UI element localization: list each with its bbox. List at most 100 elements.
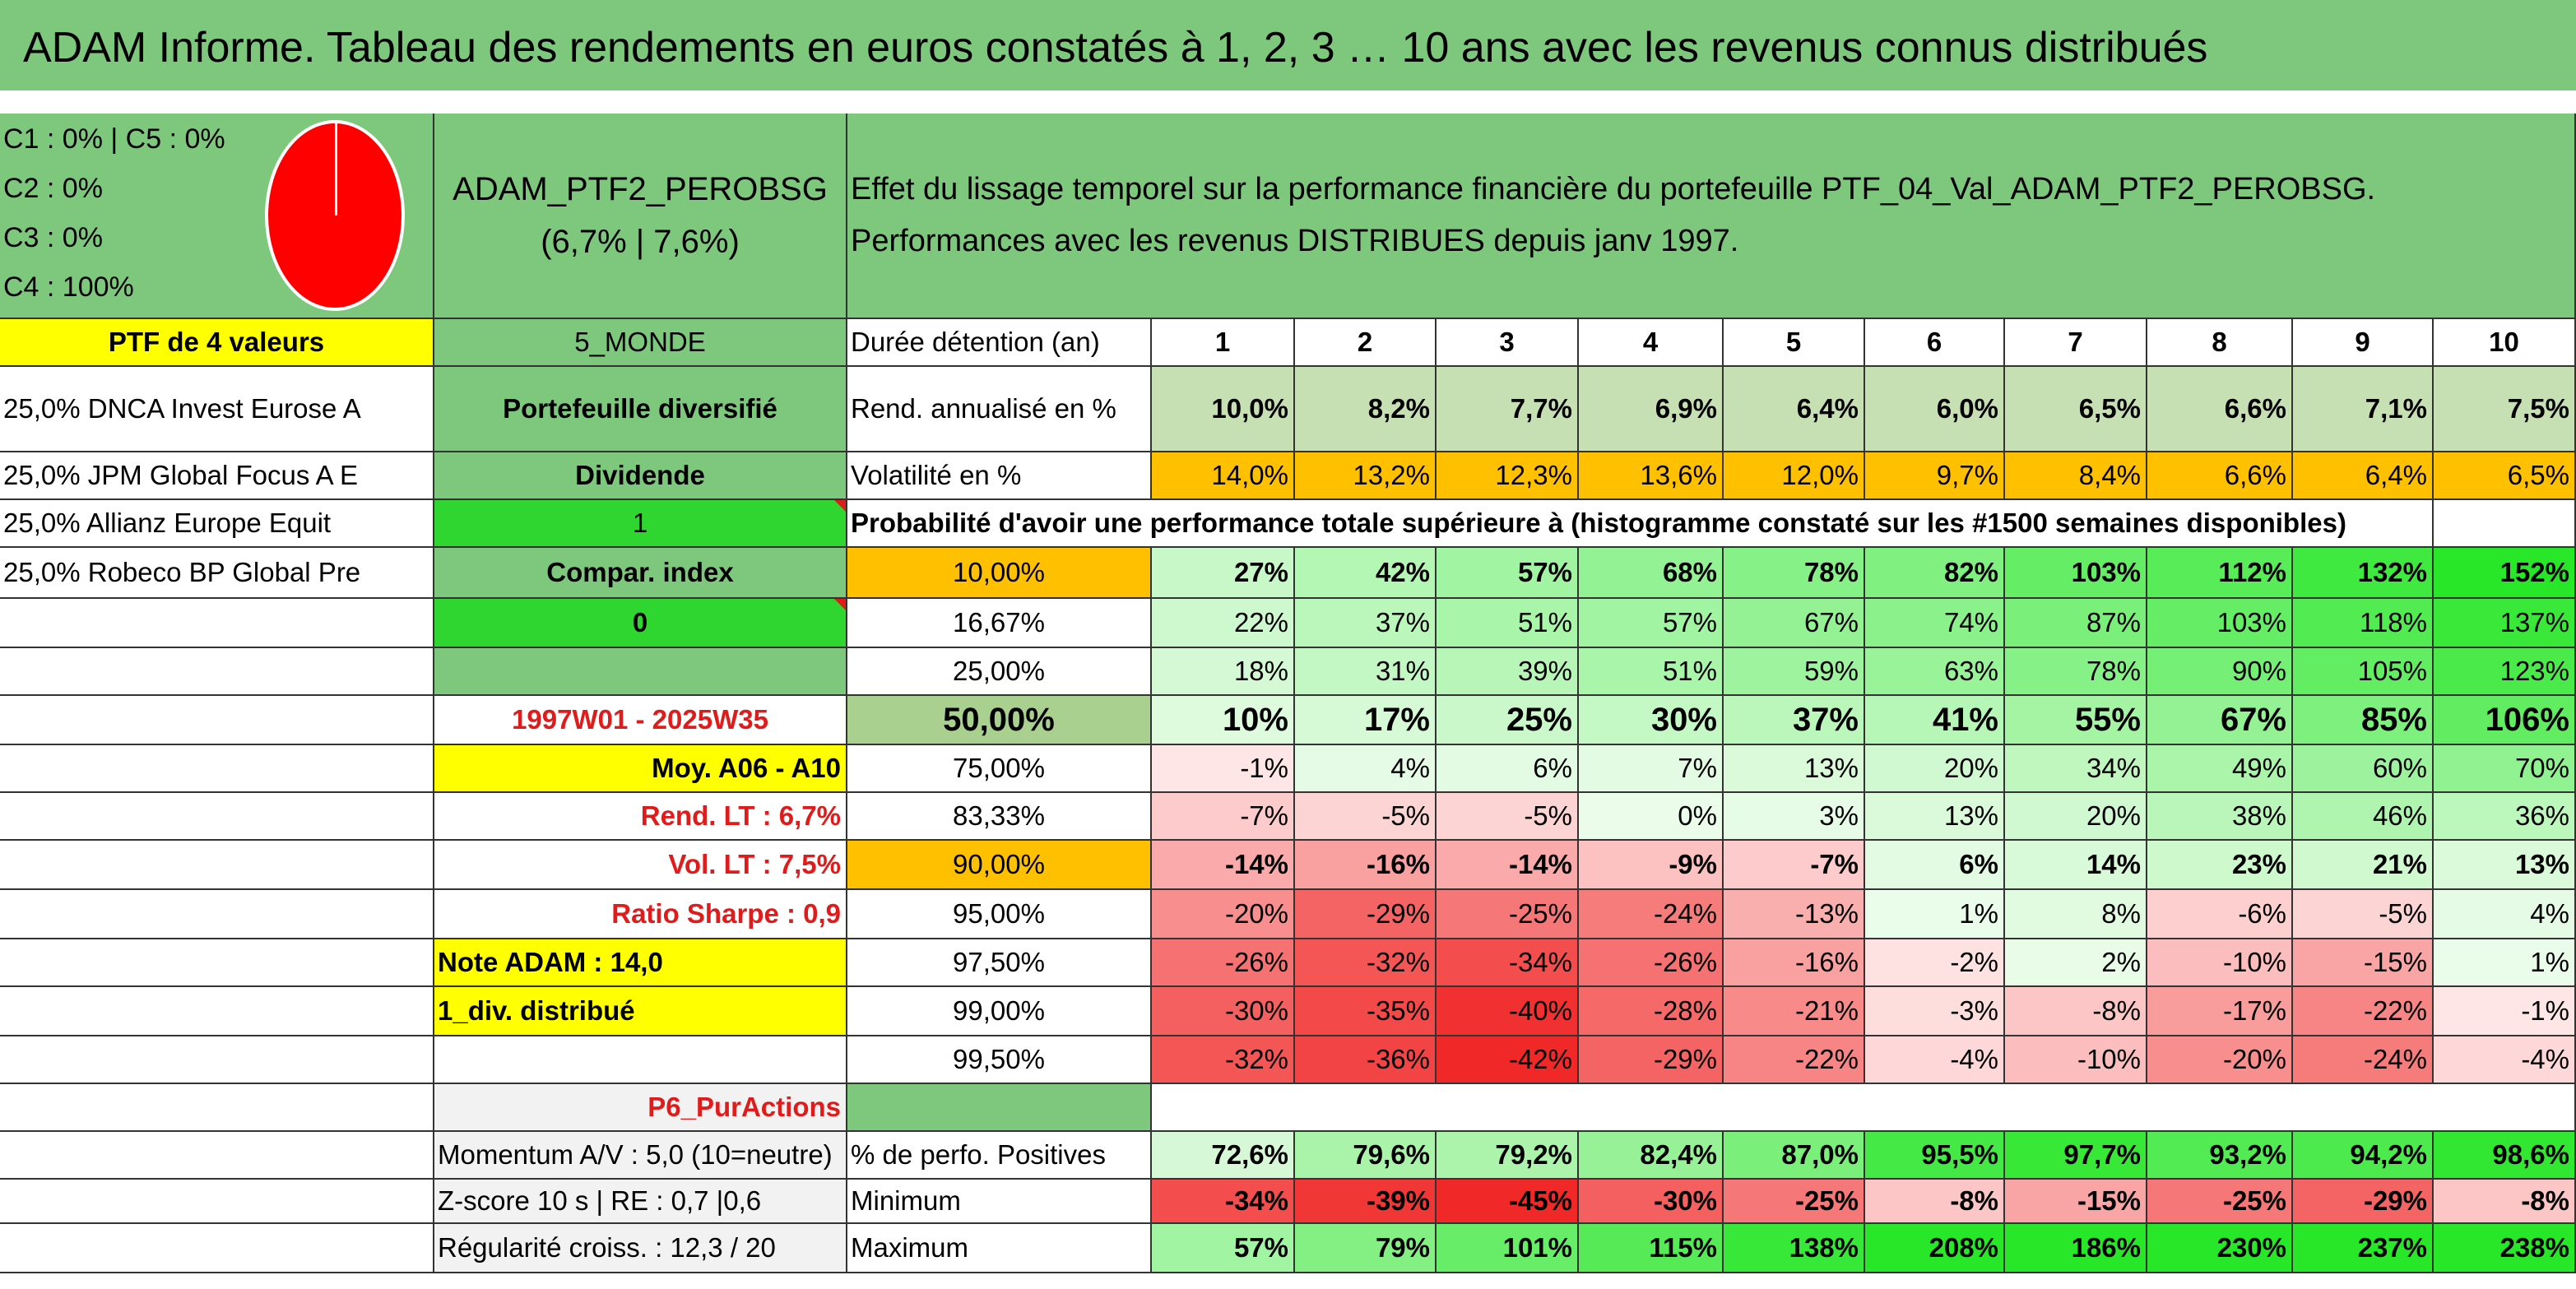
quantile-value: -1%	[2434, 987, 2576, 1036]
quantile-label: 95,00%	[847, 890, 1152, 939]
quantile-value: 152%	[2434, 548, 2576, 599]
vol-value: 13,6%	[1579, 452, 1724, 500]
quantile-value: -15%	[2293, 939, 2434, 987]
empty-cell	[0, 745, 434, 793]
quantile-value: -1%	[1152, 745, 1295, 793]
quantile-value: 106%	[2434, 696, 2576, 745]
min-value: -29%	[2293, 1180, 2434, 1224]
pos-value: 94,2%	[2293, 1132, 2434, 1180]
quantile-value: 6%	[1437, 745, 1579, 793]
quantile-value: 49%	[2147, 745, 2293, 793]
year-header: 4	[1579, 319, 1724, 367]
quantile-value: -14%	[1437, 841, 1579, 890]
min-value: -45%	[1437, 1180, 1579, 1224]
pos-value: 87,0%	[1724, 1132, 1865, 1180]
quantile-value: 123%	[2434, 648, 2576, 696]
empty-cell	[0, 793, 434, 841]
empty-cell	[0, 890, 434, 939]
quantile-value: 87%	[2005, 599, 2147, 648]
quantile-label: 75,00%	[847, 745, 1152, 793]
year-header: 8	[2147, 319, 2293, 367]
portfolio-perf: (6,7% | 7,6%)	[541, 224, 740, 260]
quantile-value: 74%	[1865, 599, 2005, 648]
max-value: 115%	[1579, 1224, 1724, 1273]
min-value: -25%	[2147, 1180, 2293, 1224]
min-value: -34%	[1152, 1180, 1295, 1224]
quantile-value: 7%	[1579, 745, 1724, 793]
quantile-value: 0%	[1579, 793, 1724, 841]
quantile-value: 13%	[1724, 745, 1865, 793]
quantile-value: -28%	[1579, 987, 1724, 1036]
rend-value: 6,9%	[1579, 367, 1724, 452]
min-value: -8%	[2434, 1180, 2576, 1224]
quantile-value: 60%	[2293, 745, 2434, 793]
quantile-value: -22%	[1724, 1036, 1865, 1084]
zone-label: 5_MONDE	[434, 319, 847, 367]
empty-cell	[434, 648, 847, 696]
empty-cell	[0, 987, 434, 1036]
quantile-value: 118%	[2293, 599, 2434, 648]
min-value: -8%	[1865, 1180, 2005, 1224]
portfolio-description: Effet du lissage temporel sur la perform…	[847, 114, 2576, 319]
allocation-line: C4 : 100%	[3, 271, 134, 303]
empty-cell	[0, 841, 434, 890]
quantile-value: 132%	[2293, 548, 2434, 599]
quantile-value: 38%	[2147, 793, 2293, 841]
quantile-value: 51%	[1437, 599, 1579, 648]
quantile-label: 83,33%	[847, 793, 1152, 841]
vol-value: 6,5%	[2434, 452, 2576, 500]
ptf-label: PTF de 4 valeurs	[0, 319, 434, 367]
quantile-value: -42%	[1437, 1036, 1579, 1084]
quantile-value: 112%	[2147, 548, 2293, 599]
moy-label: Moy. A06 - A10	[434, 745, 847, 793]
quantile-value: -17%	[2147, 987, 2293, 1036]
vol-value: 14,0%	[1152, 452, 1295, 500]
max-value: 138%	[1724, 1224, 1865, 1273]
quantile-value: -2%	[1865, 939, 2005, 987]
quantile-value: 42%	[1295, 548, 1437, 599]
vol-value: 13,2%	[1295, 452, 1437, 500]
quantile-label: 99,00%	[847, 987, 1152, 1036]
portfolio-name-block: ADAM_PTF2_PEROBSG (6,7% | 7,6%)	[434, 114, 847, 319]
quantile-value: 30%	[1579, 696, 1724, 745]
zscore-label: Z-score 10 s | RE : 0,7 |0,6	[434, 1180, 847, 1224]
quantile-value: 39%	[1437, 648, 1579, 696]
year-header: 7	[2005, 319, 2147, 367]
quantile-value: -6%	[2147, 890, 2293, 939]
quantile-value: -24%	[1579, 890, 1724, 939]
quantile-value: 51%	[1579, 648, 1724, 696]
rend-value: 7,1%	[2293, 367, 2434, 452]
quantile-value: -9%	[1579, 841, 1724, 890]
allocation-line: C1 : 0% | C5 : 0%	[3, 123, 225, 155]
quantile-value: 18%	[1152, 648, 1295, 696]
quantile-value: -21%	[1724, 987, 1865, 1036]
max-value: 208%	[1865, 1224, 2005, 1273]
quantile-value: -14%	[1152, 841, 1295, 890]
quantile-value: 31%	[1295, 648, 1437, 696]
max-value: 101%	[1437, 1224, 1579, 1273]
max-value: 237%	[2293, 1224, 2434, 1273]
quantile-value: -4%	[2434, 1036, 2576, 1084]
min-value: -25%	[1724, 1180, 1865, 1224]
rend-value: 6,5%	[2005, 367, 2147, 452]
portfolio-type: Portefeuille diversifié	[434, 367, 847, 452]
quantile-value: 85%	[2293, 696, 2434, 745]
pos-value: 82,4%	[1579, 1132, 1724, 1180]
pos-label: % de perfo. Positives	[847, 1132, 1152, 1180]
quantile-value: 55%	[2005, 696, 2147, 745]
vol-value: 9,7%	[1865, 452, 2005, 500]
quantile-value: 13%	[2434, 841, 2576, 890]
holding-item: 25,0% Allianz Europe Equit	[0, 500, 434, 548]
proba-title: Probabilité d'avoir une performance tota…	[847, 500, 2434, 548]
allocation-pie	[265, 120, 405, 311]
quantile-value: -36%	[1295, 1036, 1437, 1084]
quantile-label: 25,00%	[847, 648, 1152, 696]
rend-value: 10,0%	[1152, 367, 1295, 452]
regularite-label: Régularité croiss. : 12,3 / 20	[434, 1224, 847, 1273]
quantile-value: 70%	[2434, 745, 2576, 793]
vol-value: 6,6%	[2147, 452, 2293, 500]
quantile-value: 1%	[2434, 939, 2576, 987]
empty-cell	[2434, 500, 2576, 548]
sharpe-label: Ratio Sharpe : 0,9	[434, 890, 847, 939]
quantile-value: 20%	[2005, 793, 2147, 841]
